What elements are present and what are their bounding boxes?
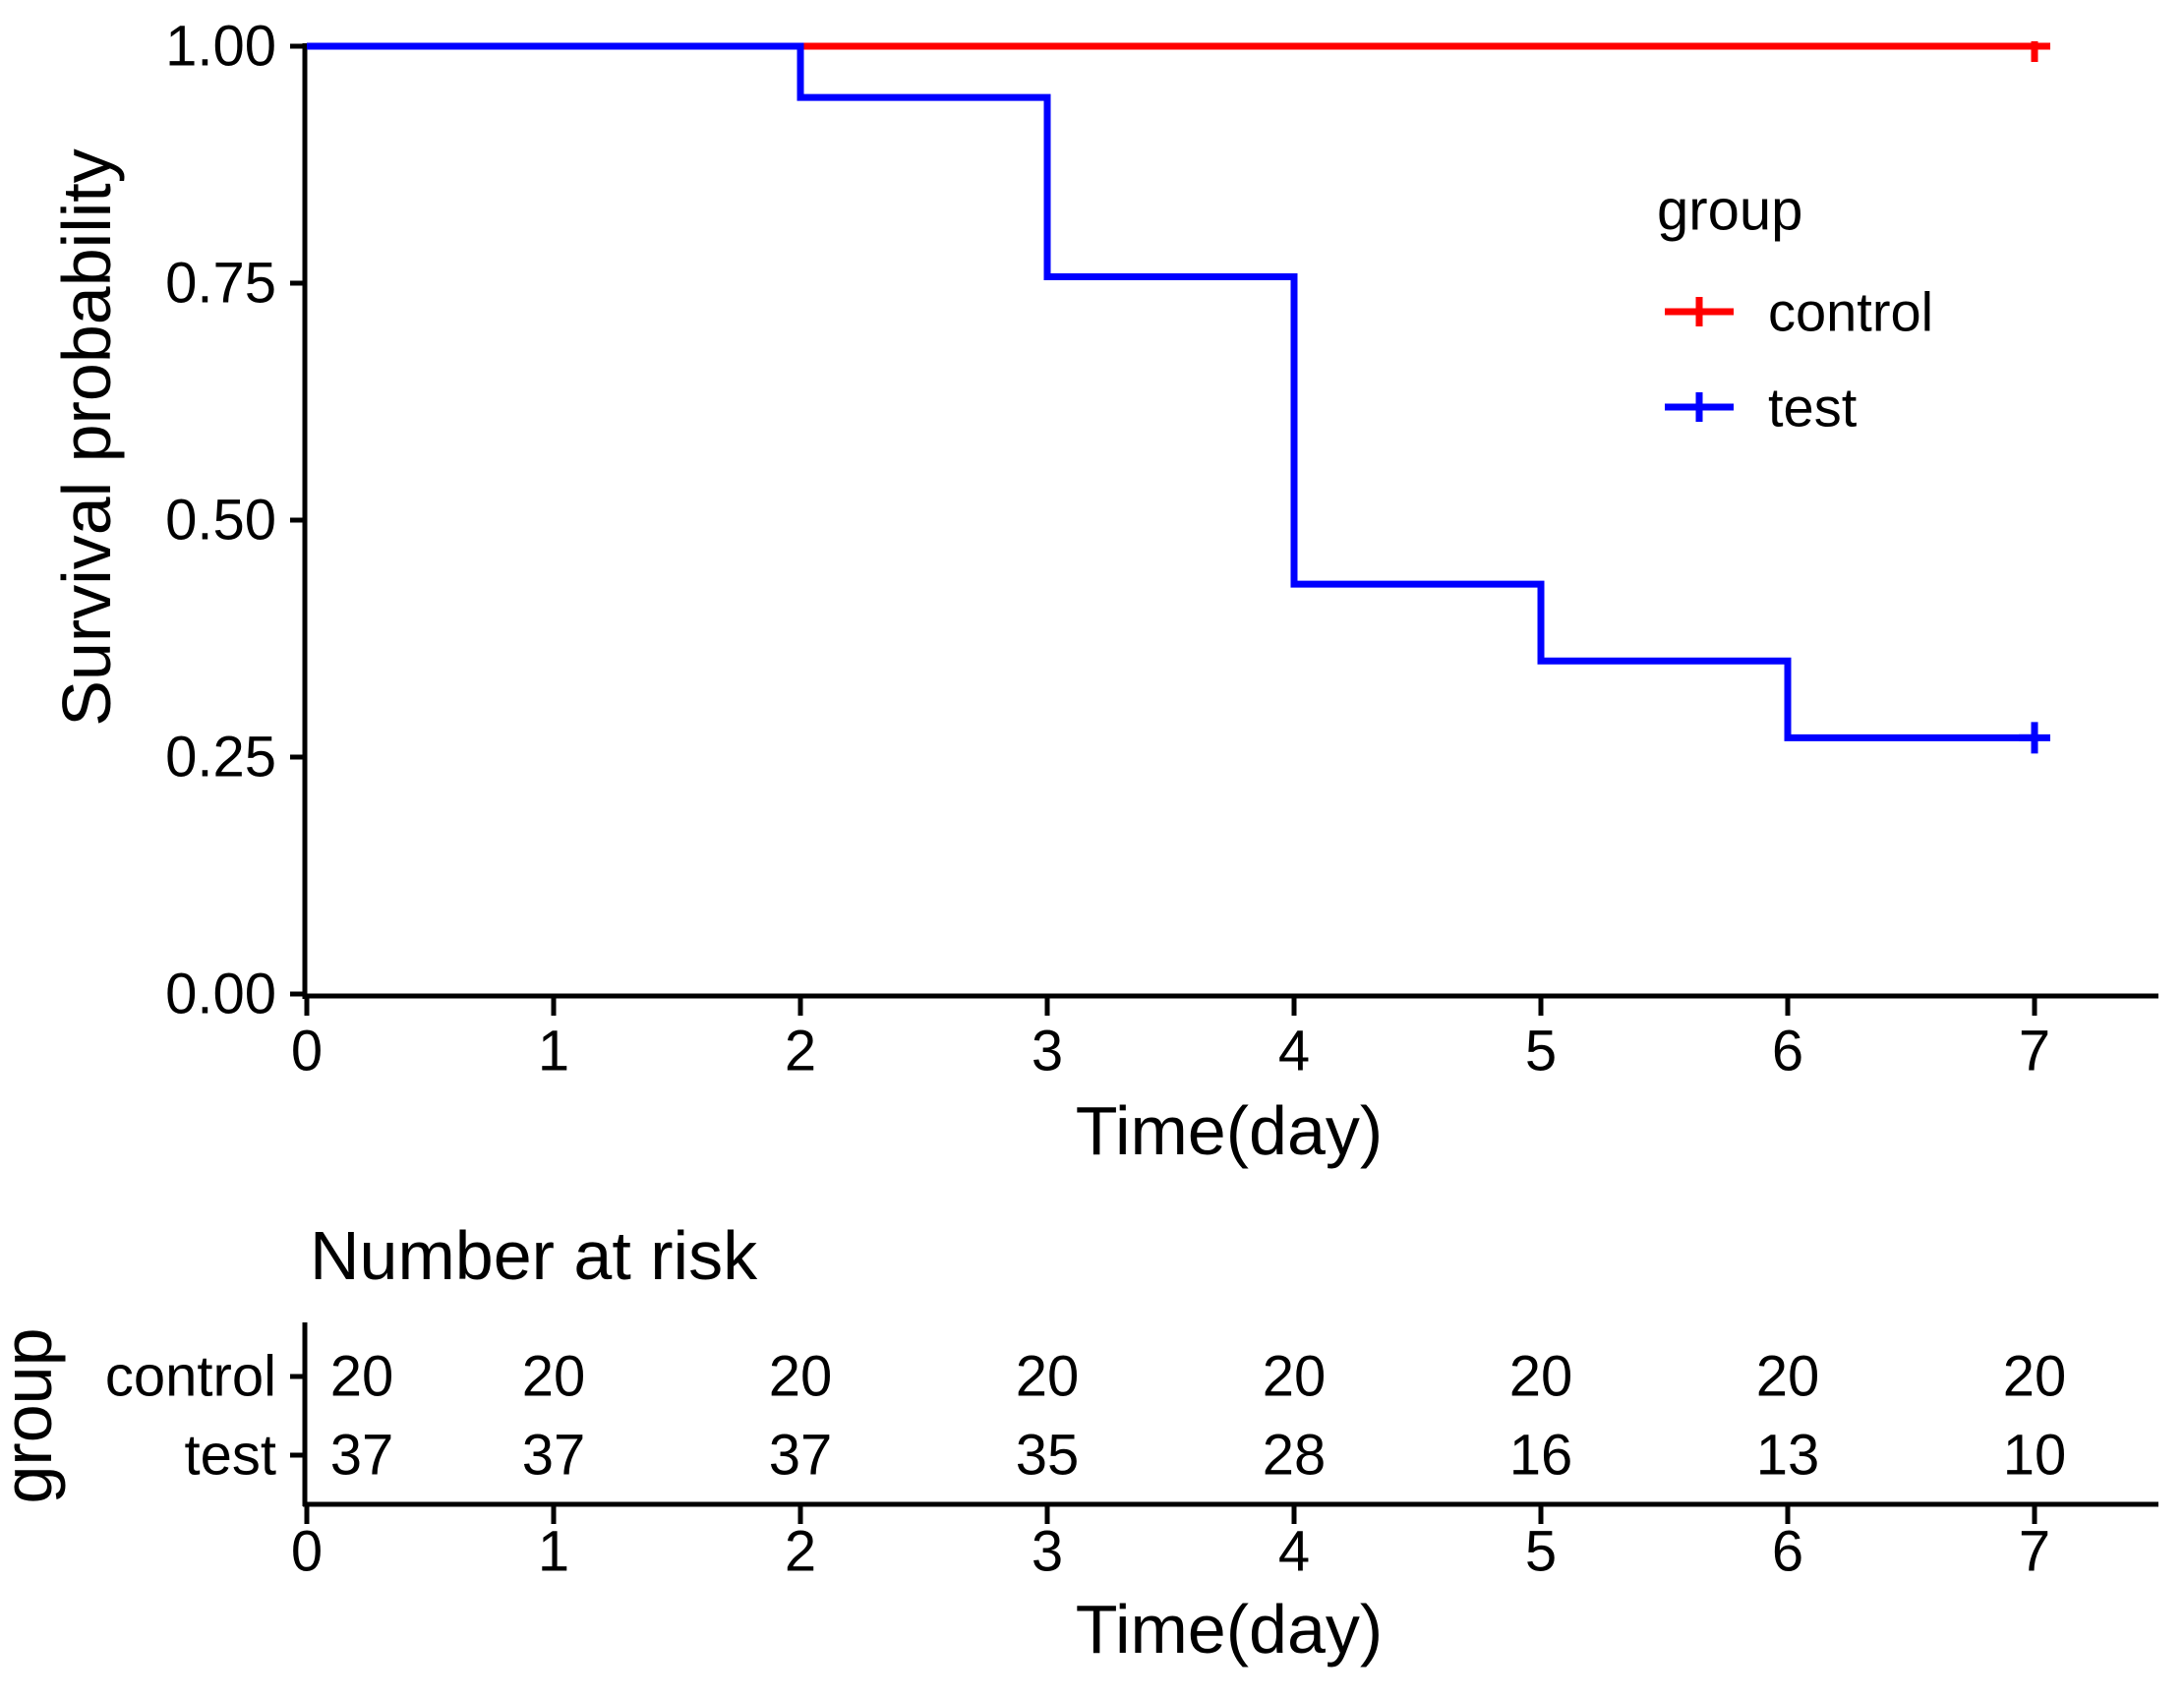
risk-table-x-tick-label: 4 — [1278, 1520, 1310, 1584]
risk-row-label-control: control — [105, 1345, 276, 1409]
x-tick-label: 7 — [2019, 1020, 2050, 1083]
risk-count-test: 37 — [522, 1424, 586, 1488]
x-tick-label: 0 — [291, 1020, 323, 1083]
risk-table-x-tick-label: 3 — [1032, 1520, 1063, 1584]
risk-count-control: 20 — [1509, 1345, 1573, 1409]
risk-row-label-test: test — [185, 1424, 277, 1488]
legend-item-label-test: test — [1768, 377, 1858, 439]
x-tick-label: 4 — [1278, 1020, 1310, 1083]
risk-count-test: 10 — [2003, 1424, 2067, 1488]
risk-count-control: 20 — [330, 1345, 394, 1409]
risk-count-control: 20 — [769, 1345, 833, 1409]
risk-count-test: 16 — [1509, 1424, 1573, 1488]
risk-table-x-tick-label: 7 — [2019, 1520, 2050, 1584]
risk-count-control: 20 — [1016, 1345, 1080, 1409]
risk-count-control: 20 — [1263, 1345, 1327, 1409]
x-tick-label: 6 — [1772, 1020, 1803, 1083]
risk-table-y-axis-title: group — [0, 1327, 66, 1503]
x-tick-label: 2 — [785, 1020, 816, 1083]
risk-count-test: 37 — [769, 1424, 833, 1488]
risk-table-x-axis-title: Time(day) — [1076, 1591, 1383, 1668]
risk-count-control: 20 — [1756, 1345, 1820, 1409]
x-tick-label: 5 — [1525, 1020, 1557, 1083]
axes-layer — [290, 43, 2158, 1524]
risk-table-title: Number at risk — [310, 1217, 758, 1294]
y-tick-label: 0.75 — [165, 252, 276, 316]
risk-table-x-tick-label: 1 — [538, 1520, 569, 1584]
risk-table-x-tick-label: 6 — [1772, 1520, 1803, 1584]
y-tick-label: 0.00 — [165, 963, 276, 1026]
x-tick-label: 1 — [538, 1020, 569, 1083]
x-axis-title: Time(day) — [1076, 1092, 1383, 1169]
curves-layer — [307, 41, 2050, 754]
risk-count-test: 13 — [1756, 1424, 1820, 1488]
legend-title: group — [1657, 179, 1802, 243]
y-tick-label: 0.25 — [165, 726, 276, 790]
survival-curve-test — [307, 42, 2035, 741]
risk-table-x-tick-label: 5 — [1525, 1520, 1557, 1584]
y-tick-label: 1.00 — [165, 15, 276, 79]
legend-keys-layer — [1665, 297, 1734, 422]
legend-item-label-control: control — [1768, 281, 1933, 343]
risk-table-x-tick-label: 2 — [785, 1520, 816, 1584]
risk-count-control: 20 — [2003, 1345, 2067, 1409]
risk-count-test: 37 — [330, 1424, 394, 1488]
y-tick-label: 0.50 — [165, 489, 276, 553]
risk-count-control: 20 — [522, 1345, 586, 1409]
risk-count-test: 28 — [1263, 1424, 1327, 1488]
risk-table-x-tick-label: 0 — [291, 1520, 323, 1584]
y-axis-title: Survival probability — [48, 148, 125, 726]
risk-count-test: 35 — [1016, 1424, 1080, 1488]
x-tick-label: 3 — [1032, 1020, 1063, 1083]
